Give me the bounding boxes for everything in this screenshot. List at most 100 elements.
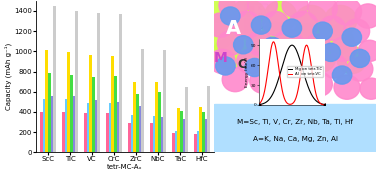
- Circle shape: [292, 24, 321, 51]
- Circle shape: [282, 19, 302, 37]
- Circle shape: [234, 36, 253, 54]
- Circle shape: [217, 31, 243, 55]
- Bar: [90, 55, 92, 152]
- Circle shape: [293, 52, 319, 77]
- Circle shape: [358, 40, 378, 61]
- X-axis label: tetr-MC-Aₓ: tetr-MC-Aₓ: [107, 164, 143, 170]
- Circle shape: [360, 78, 378, 99]
- Bar: [51, 96, 53, 152]
- Bar: [129, 123, 131, 152]
- Circle shape: [274, 60, 293, 78]
- Bar: [73, 96, 75, 152]
- Circle shape: [222, 68, 248, 92]
- Circle shape: [219, 0, 248, 19]
- Circle shape: [332, 0, 361, 25]
- Bar: [200, 107, 202, 152]
- Bar: [194, 134, 197, 152]
- Circle shape: [216, 57, 235, 75]
- Bar: [68, 52, 70, 152]
- Bar: [45, 50, 48, 152]
- Circle shape: [332, 66, 352, 84]
- Circle shape: [347, 57, 373, 81]
- Circle shape: [289, 12, 318, 39]
- Bar: [163, 50, 166, 152]
- Circle shape: [331, 37, 357, 61]
- Bar: [178, 108, 180, 152]
- Legend: K, Na, Mg, Ca, Zn, Al: K, Na, Mg, Ca, Zn, Al: [245, 4, 268, 45]
- Circle shape: [321, 25, 353, 55]
- Y-axis label: Energy (meV): Energy (meV): [245, 57, 249, 87]
- Circle shape: [200, 0, 235, 22]
- Circle shape: [248, 0, 277, 19]
- Circle shape: [321, 43, 341, 61]
- Bar: [172, 133, 175, 152]
- Circle shape: [274, 30, 303, 57]
- Circle shape: [303, 63, 323, 81]
- Circle shape: [342, 28, 361, 46]
- Circle shape: [307, 45, 336, 72]
- Circle shape: [324, 5, 357, 36]
- FancyBboxPatch shape: [211, 104, 378, 155]
- Bar: [53, 6, 56, 152]
- Text: C: C: [237, 58, 246, 71]
- Circle shape: [266, 49, 292, 74]
- Circle shape: [307, 72, 332, 96]
- Circle shape: [355, 4, 378, 28]
- Bar: [204, 119, 207, 152]
- Circle shape: [350, 49, 370, 68]
- Circle shape: [321, 54, 347, 78]
- Bar: [75, 11, 77, 152]
- Y-axis label: Capacity (mAh g⁻¹): Capacity (mAh g⁻¹): [5, 43, 12, 110]
- Bar: [84, 113, 87, 152]
- Circle shape: [308, 0, 337, 22]
- Bar: [183, 119, 185, 152]
- Bar: [119, 14, 122, 152]
- Circle shape: [305, 34, 331, 58]
- Bar: [43, 99, 45, 152]
- Circle shape: [209, 49, 235, 74]
- Text: M: M: [214, 51, 228, 65]
- Text: A=K, Na, Ca, Mg, Zn, Al: A=K, Na, Ca, Mg, Zn, Al: [253, 136, 338, 142]
- Bar: [62, 112, 65, 152]
- Bar: [92, 77, 94, 152]
- Bar: [155, 82, 158, 152]
- Bar: [133, 82, 136, 152]
- Circle shape: [237, 49, 263, 74]
- Bar: [131, 115, 133, 152]
- Circle shape: [246, 31, 273, 55]
- Bar: [40, 112, 43, 152]
- Bar: [116, 102, 119, 152]
- Bar: [150, 124, 153, 152]
- Bar: [109, 103, 112, 152]
- Circle shape: [208, 13, 234, 37]
- Circle shape: [243, 40, 276, 71]
- Circle shape: [229, 19, 261, 49]
- Bar: [48, 72, 51, 152]
- Bar: [161, 117, 163, 152]
- Circle shape: [250, 69, 276, 93]
- Circle shape: [245, 58, 264, 76]
- Bar: [197, 131, 200, 152]
- Circle shape: [264, 1, 297, 31]
- Bar: [97, 13, 99, 152]
- Circle shape: [251, 16, 271, 34]
- Circle shape: [319, 16, 345, 40]
- Bar: [207, 86, 209, 152]
- Text: A: A: [226, 19, 241, 38]
- Bar: [180, 111, 183, 152]
- Circle shape: [201, 19, 234, 49]
- Circle shape: [276, 43, 305, 71]
- Bar: [202, 112, 204, 152]
- Bar: [153, 116, 155, 152]
- Bar: [112, 56, 114, 152]
- Legend: Mg on tetr-TiC, Al  on tetr-VC: Mg on tetr-TiC, Al on tetr-VC: [287, 66, 323, 77]
- Circle shape: [279, 71, 305, 95]
- Bar: [87, 103, 90, 152]
- Circle shape: [334, 75, 360, 99]
- Circle shape: [230, 0, 266, 33]
- Bar: [141, 49, 144, 152]
- Bar: [139, 106, 141, 152]
- Bar: [65, 99, 68, 152]
- Circle shape: [292, 40, 311, 58]
- Circle shape: [263, 37, 282, 55]
